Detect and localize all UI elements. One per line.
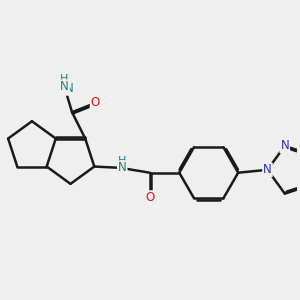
Text: H: H xyxy=(118,155,126,166)
Text: N: N xyxy=(60,80,69,93)
Text: N: N xyxy=(118,161,127,174)
Text: N: N xyxy=(263,163,272,176)
Text: O: O xyxy=(91,96,100,110)
Text: O: O xyxy=(145,191,154,204)
Text: H: H xyxy=(60,74,69,84)
Text: N: N xyxy=(280,140,289,152)
Text: N: N xyxy=(65,82,74,95)
Text: H: H xyxy=(58,79,67,92)
